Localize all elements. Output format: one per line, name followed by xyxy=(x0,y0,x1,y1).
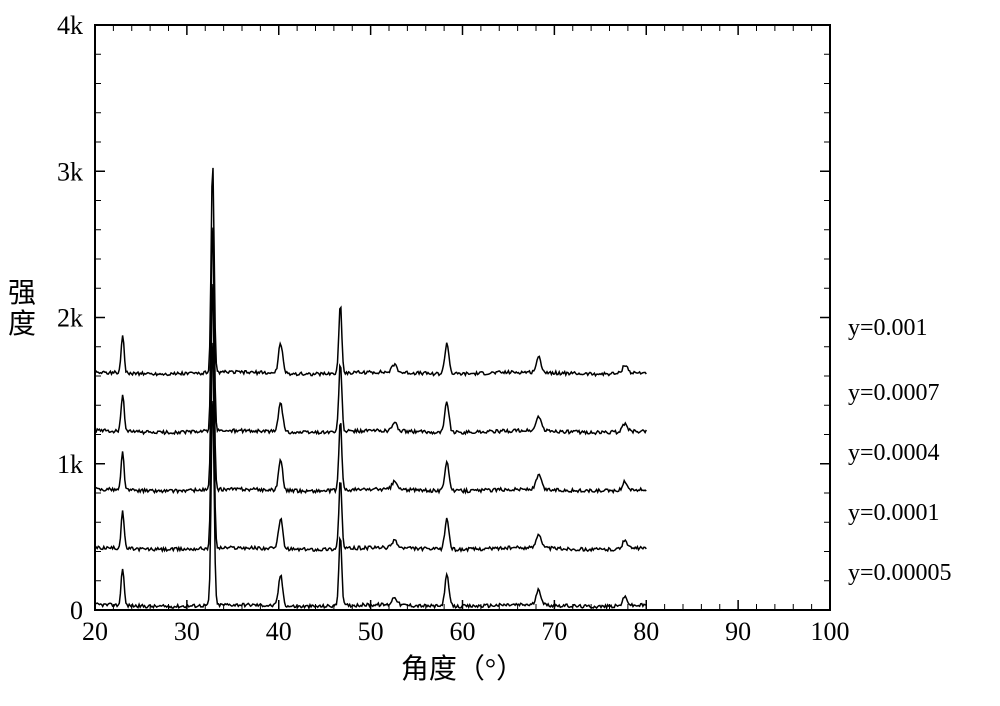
svg-text:80: 80 xyxy=(633,617,659,646)
svg-text:4k: 4k xyxy=(57,11,83,40)
svg-text:60: 60 xyxy=(450,617,476,646)
svg-text:3k: 3k xyxy=(57,157,83,186)
x-axis-label: 角度（°） xyxy=(401,653,524,685)
chart-svg: 20 30 40 50 60 70 80 90 100 0 1k 2k 3k 4k 角度（°） 强度 y=0.0… xyxy=(0,0,1000,706)
svg-text:90: 90 xyxy=(725,617,751,646)
series-label: y=0.0004 xyxy=(848,440,940,466)
svg-text:1k: 1k xyxy=(57,450,83,479)
svg-text:50: 50 xyxy=(358,617,384,646)
series-label: y=0.0001 xyxy=(848,500,940,526)
svg-text:30: 30 xyxy=(174,617,200,646)
series-label: y=0.00005 xyxy=(848,560,952,586)
svg-text:70: 70 xyxy=(541,617,567,646)
series-label: y=0.0007 xyxy=(848,380,940,406)
svg-text:20: 20 xyxy=(82,617,108,646)
y-axis-label: 度 xyxy=(8,308,36,340)
svg-text:40: 40 xyxy=(266,617,292,646)
y-axis-label: 强 xyxy=(8,278,36,309)
svg-text:2k: 2k xyxy=(57,304,83,333)
xrd-chart: 20 30 40 50 60 70 80 90 100 0 1k 2k 3k 4k 角度（°） 强度 y=0.0… xyxy=(0,0,1000,706)
svg-text:100: 100 xyxy=(811,617,850,646)
series-label: y=0.001 xyxy=(848,315,928,341)
svg-text:0: 0 xyxy=(70,596,83,625)
